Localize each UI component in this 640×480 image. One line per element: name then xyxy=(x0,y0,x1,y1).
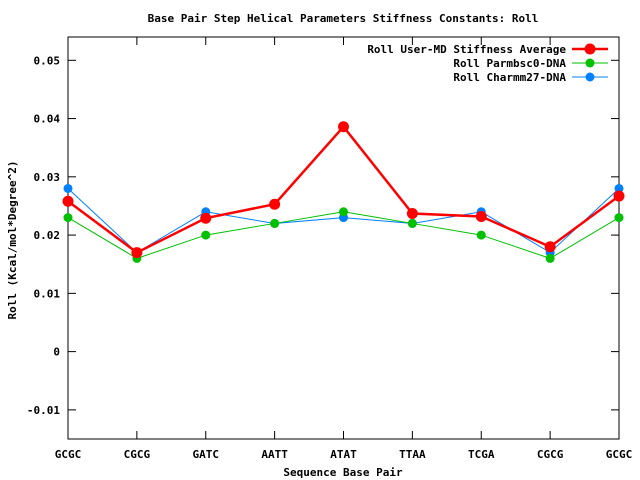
series-1-point xyxy=(200,212,212,224)
x-tick-label: CGCG xyxy=(537,448,564,461)
series-2-point xyxy=(545,253,555,263)
series-1-point xyxy=(475,210,487,222)
y-tick-label: 0.02 xyxy=(34,229,61,242)
axis-ticks: -0.01 0 0.01 0.02 0.03 0.04 0.05 GCGC CGCG GATC AA… xyxy=(27,37,632,461)
series-2-point xyxy=(63,213,73,223)
series-2-point xyxy=(614,213,624,223)
legend-swatch-marker-3 xyxy=(585,72,595,82)
x-tick-label: TCGA xyxy=(468,448,495,461)
x-axis-label: Sequence Base Pair xyxy=(283,466,403,479)
series-2-point xyxy=(407,218,417,228)
x-tick-label: ATAT xyxy=(330,448,357,461)
legend-swatch-marker-2 xyxy=(585,58,595,68)
y-axis-label: Roll (Kcal/mol*Degree^2) xyxy=(6,161,19,320)
series-1-point xyxy=(338,121,349,133)
x-tick-label: GATC xyxy=(193,448,220,461)
y-tick-label: 0 xyxy=(53,346,60,359)
series-2-point xyxy=(201,230,211,240)
y-tick-label: -0.01 xyxy=(27,404,60,417)
series-2-point xyxy=(339,207,348,217)
series-1 xyxy=(62,121,625,259)
chart-title: Base Pair Step Helical Parameters Stiffn… xyxy=(148,12,539,25)
series-3-point xyxy=(614,183,624,193)
y-tick-label: 0.01 xyxy=(34,287,61,300)
series-2-point xyxy=(476,230,486,240)
plot-frame xyxy=(67,36,620,440)
series-1-point xyxy=(62,195,74,207)
legend-label-2: Roll Parmbsc0-DNA xyxy=(453,57,566,70)
y-tick-label: 0.04 xyxy=(34,113,61,126)
x-tick-label: AATT xyxy=(261,448,288,461)
series-1-point xyxy=(131,247,143,259)
series-1-point xyxy=(613,190,625,202)
y-tick-label: 0.03 xyxy=(34,171,61,184)
series-1-point xyxy=(269,198,281,210)
x-tick-label: GCGC xyxy=(606,448,633,461)
legend-label-3: Roll Charmm27-DNA xyxy=(453,71,566,84)
legend-label-1: Roll User-MD Stiffness Average xyxy=(367,43,566,56)
x-tick-label: CGCG xyxy=(124,448,151,461)
series-3-point xyxy=(63,183,73,193)
legend-swatch-marker-1 xyxy=(584,43,596,55)
x-tick-label: TTAA xyxy=(399,448,426,461)
y-tick-label: 0.05 xyxy=(34,54,61,67)
x-tick-label: GCGC xyxy=(55,448,82,461)
series-1-point xyxy=(406,208,418,220)
series-2 xyxy=(63,207,624,263)
series-1-point xyxy=(544,241,556,253)
series-2-point xyxy=(270,218,280,228)
series-1-line xyxy=(67,124,620,255)
series-layer xyxy=(62,121,625,263)
